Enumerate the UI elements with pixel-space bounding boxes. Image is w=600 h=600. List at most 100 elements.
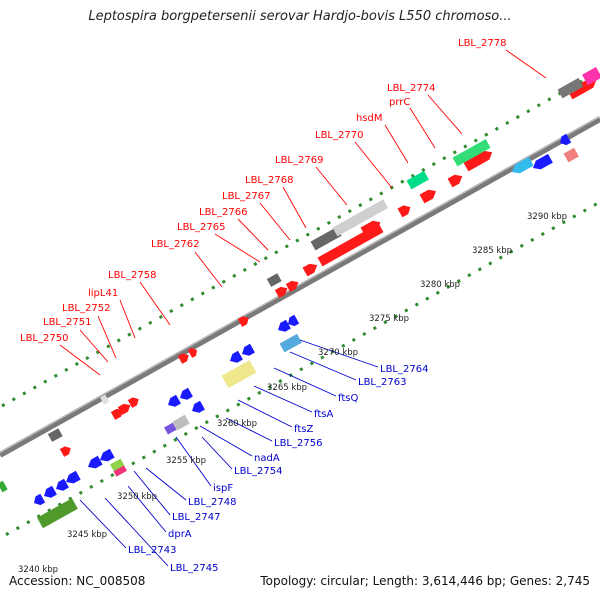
tick-mark-outer [410,173,415,178]
reverse-gene-block-shape [168,394,181,407]
label-leader-line [253,385,313,413]
label-leader-line [79,499,127,549]
tick-mark-outer [494,126,499,131]
tick-mark-outer [127,332,132,337]
reverse-gene-block [242,343,255,356]
hypothetical-gene-block-shape [310,226,342,251]
trna-gene-block [406,170,429,190]
tick-mark-inner [257,390,262,395]
gene-label: LBL_2778 [458,38,506,49]
gene-label: LBL_2745 [170,563,218,574]
gene-label: LBL_2750 [20,333,68,344]
gene-label: lipL41 [88,288,118,299]
tick-mark-outer [526,109,531,114]
misc-feature-block [563,147,579,163]
mobile-element-block [582,66,600,86]
trna-gene-block-shape [452,139,491,167]
tick-mark-outer [232,273,237,278]
tick-mark-outer [116,338,121,343]
gene-label: LBL_2767 [222,191,270,202]
gene-label: LBL_2764 [380,364,428,375]
label-leader-line [409,107,436,149]
intergenic-block-shape [221,360,257,389]
cds-cluster-block [512,156,534,174]
tick-mark-outer [547,97,552,102]
reverse-gene-block-shape [242,343,255,356]
label-leader-line [214,233,261,263]
label-leader-line [59,344,101,376]
tick-mark-inner [26,520,31,525]
tick-mark-inner [351,337,356,342]
tick-mark-outer [316,226,321,231]
gene-label: LBL_2762 [151,239,199,250]
gene-label: LBL_2747 [172,512,220,523]
tick-mark-outer [190,297,195,302]
reverse-gene-block [66,470,81,484]
forward-gene-block [397,205,411,218]
tick-mark-inner [162,443,167,448]
label-leader-line [175,436,212,487]
hypothetical-gene-block [266,273,282,287]
tick-mark-inner [540,231,545,237]
label-leader-line [505,49,547,79]
scale-label: 3285 kbp [472,246,512,256]
tick-mark-inner [141,455,146,460]
tick-mark-outer [64,367,69,372]
tick-mark-inner [435,290,440,295]
scale-label: 3255 kbp [166,456,206,466]
gene-label: LBL_2770 [315,130,363,141]
cds-cluster-block-shape [512,156,534,174]
rrna-gene-block-shape [332,199,389,237]
tick-mark-outer [137,326,142,331]
misc-feature-block-shape [164,422,177,435]
gene-label: ftsQ [338,393,358,404]
tick-mark-inner [204,420,209,425]
reverse-gene-block [288,314,300,327]
gene-label: LBL_2774 [387,83,435,94]
gene-label: LBL_2766 [199,207,247,218]
reverse-gene-block-shape [88,455,103,469]
reverse-gene-block [100,448,115,462]
backbone-highlight [0,115,600,454]
reverse-gene-block-shape [34,493,46,506]
gene-label: LBL_2743 [128,545,176,556]
tick-mark-inner [57,502,62,507]
tick-mark-outer [221,279,226,284]
forward-gene-block [274,286,288,298]
reverse-gene-block [56,478,69,491]
gene-label: ftsZ [294,424,313,435]
tick-mark-outer [442,156,447,161]
label-leader-line [139,281,171,326]
tick-mark-outer [158,314,163,319]
tick-mark-outer [484,132,489,137]
forward-gene-block-shape [127,397,139,408]
reverse-gene-block [168,394,181,407]
reverse-gene-block [34,493,46,506]
misc-feature-block-shape [563,147,579,163]
pseudo-gene-block [100,394,110,405]
tick-mark-outer [305,232,310,237]
tick-mark-outer [295,238,300,243]
tick-mark-outer [473,138,478,143]
reverse-gene-block [560,133,572,146]
reverse-gene-block-shape [180,387,193,400]
tick-mark-outer [463,144,468,149]
tick-mark-outer [11,397,16,402]
tick-mark-inner [383,320,388,325]
tick-mark-inner [593,202,598,207]
label-leader-line [104,497,169,567]
gene-label: nadA [254,453,280,464]
tick-mark-inner [68,496,73,501]
reverse-gene-block [278,319,291,332]
label-leader-line [97,315,117,359]
scale-label: 3265 kbp [267,383,307,393]
forward-gene-block-shape [110,408,124,420]
cds-cluster-block [279,333,302,353]
reverse-gene-block [180,387,193,400]
gene-label: LBL_2763 [358,377,406,388]
forward-gene-block [237,316,249,327]
tick-mark-inner [404,308,409,313]
label-leader-line [259,202,291,241]
